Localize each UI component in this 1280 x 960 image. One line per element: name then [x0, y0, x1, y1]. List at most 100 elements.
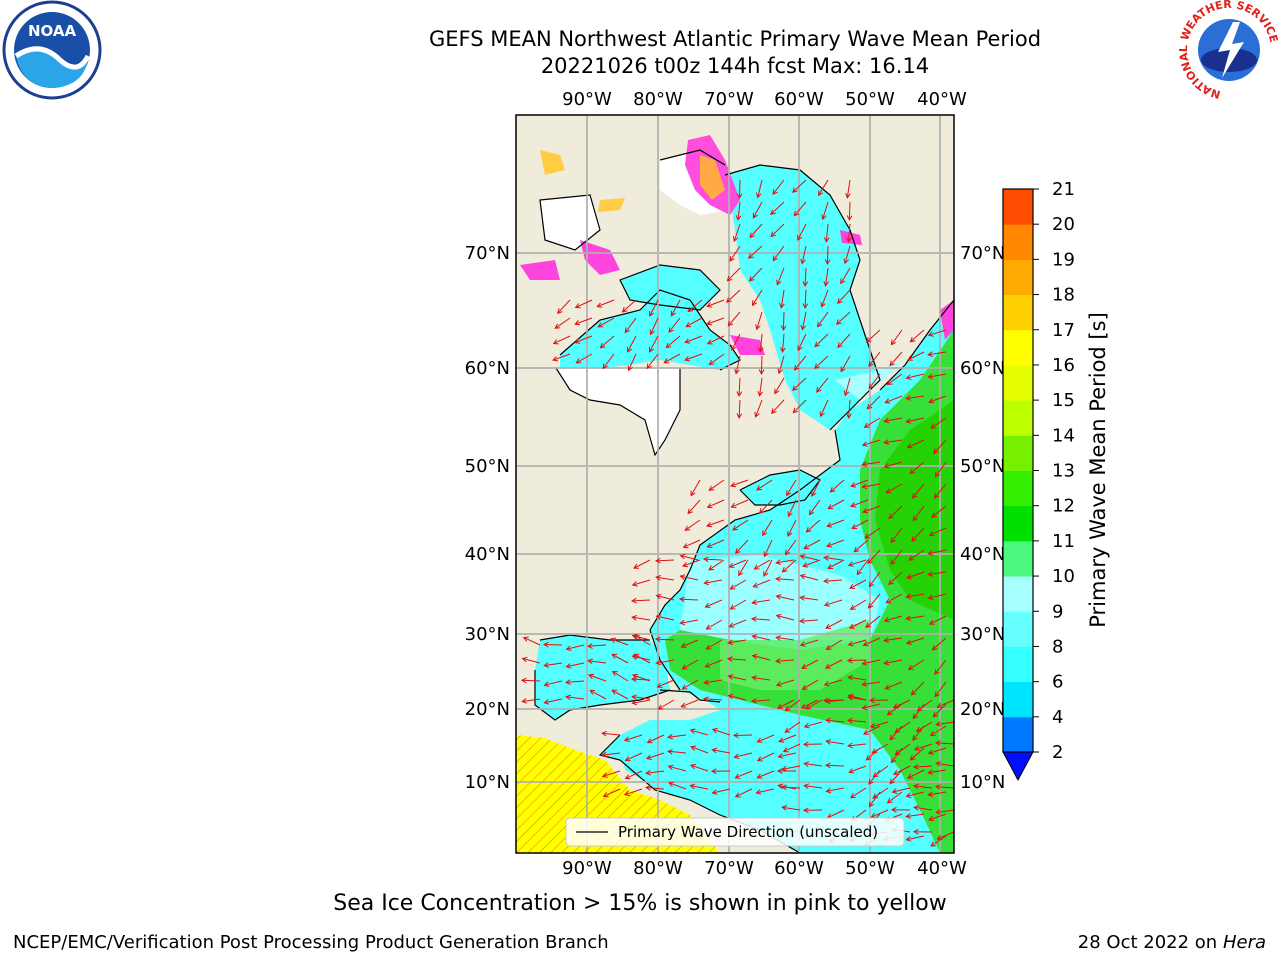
wave-arrow: [750, 698, 771, 704]
wave-arrow: [730, 499, 749, 508]
colorbar-segment: [1003, 681, 1033, 718]
colorbar-segment: [1003, 611, 1033, 647]
lon-tick-top: 50°W: [845, 89, 895, 110]
wave-arrow: [927, 571, 947, 577]
colorbar-segment: [1003, 716, 1033, 753]
wave-arrow: [849, 579, 867, 589]
wave-arrow: [543, 662, 563, 668]
wave-arrow: [730, 479, 749, 488]
wave-arrow: [848, 765, 867, 774]
lat-tick-left: 50°N: [465, 456, 510, 477]
wave-arrow: [752, 201, 763, 219]
wave-direction-arrows: [520, 179, 954, 847]
wave-arrow: [886, 703, 903, 716]
wave-arrow: [703, 579, 723, 586]
wave-arrow: [587, 658, 607, 665]
wave-arrow: [847, 639, 867, 647]
wave-arrow: [883, 439, 903, 445]
wave-arrow: [890, 329, 903, 346]
map-layers: [516, 115, 954, 853]
wave-arrow: [687, 299, 703, 313]
wave-arrow: [827, 499, 845, 510]
lat-tick-right: 60°N: [960, 358, 1005, 379]
wave-arrow: [868, 697, 889, 704]
wave-arrow: [521, 656, 541, 664]
wave-arrow: [792, 399, 807, 414]
lon-tick-top: 40°W: [917, 89, 967, 110]
wave-arrow: [706, 519, 725, 528]
wave-arrow: [667, 748, 687, 755]
wave-arrow: [728, 559, 747, 568]
wave-arrow: [770, 223, 785, 238]
wave-arrow: [542, 641, 563, 648]
wave-arrow: [856, 559, 869, 576]
wave-arrow: [711, 727, 731, 736]
wave-arrow: [803, 783, 823, 789]
footer-date: 28 Oct 2022 on Hera: [1078, 932, 1266, 953]
wave-arrow: [825, 787, 845, 794]
lat-tick-right: 30°N: [960, 624, 1005, 645]
wave-arrow: [865, 329, 881, 343]
wave-arrow: [711, 747, 731, 754]
wave-arrow: [565, 679, 585, 685]
wave-arrow: [817, 311, 829, 328]
wave-arrow: [883, 417, 903, 424]
wave-arrow: [623, 788, 643, 797]
wave-arrow: [705, 639, 723, 650]
wave-arrow: [586, 643, 607, 649]
wave-arrow: [649, 299, 659, 317]
wave-arrow: [627, 335, 637, 353]
wave-arrow: [909, 747, 925, 761]
wave-arrow: [784, 539, 797, 556]
wave-arrow: [865, 615, 881, 628]
wave-arrow: [780, 333, 786, 353]
wave-arrow: [892, 699, 911, 709]
wave-arrow: [802, 267, 809, 288]
colorbar-tick-label: 10: [1052, 566, 1075, 587]
wave-arrow: [872, 787, 889, 799]
wave-arrow: [847, 559, 867, 567]
wave-arrow: [908, 549, 925, 561]
colorbar-tick-label: 12: [1052, 496, 1075, 517]
wave-arrow: [824, 245, 831, 266]
wave-arrow: [803, 761, 823, 767]
wave-arrow: [861, 659, 881, 666]
wave-arrow: [649, 317, 659, 336]
sea-ice-3: [520, 260, 560, 280]
sea-ice-5: [840, 230, 862, 245]
lat-tick-right: 50°N: [960, 456, 1005, 477]
wave-arrow: [936, 699, 954, 708]
wave-arrow: [611, 689, 629, 700]
wave-arrow: [736, 399, 743, 420]
wave-arrow: [770, 201, 785, 216]
wave-arrow: [681, 679, 699, 690]
wave-arrow: [565, 662, 585, 669]
wave-arrow: [934, 461, 947, 478]
wave-arrow: [862, 725, 881, 735]
caribbean-sea: [620, 730, 810, 790]
wave-arrow: [861, 681, 881, 687]
lat-tick-left: 40°N: [465, 544, 510, 565]
wave-arrow: [868, 571, 881, 588]
wave-arrow: [927, 549, 947, 556]
wave-arrow: [624, 317, 637, 334]
wave-arrow: [646, 734, 665, 744]
wave-arrow: [734, 788, 753, 798]
wave-arrow: [869, 721, 889, 729]
lat-tick-right: 40°N: [960, 544, 1005, 565]
wave-arrow: [912, 505, 925, 522]
nws-logo: NATIONAL WEATHER SERVICE: [1178, 0, 1280, 100]
wave-arrow: [927, 791, 947, 798]
map-frame: [515, 114, 955, 854]
wave-arrow: [883, 659, 903, 666]
wave-arrow: [749, 223, 763, 239]
wave-arrow: [861, 703, 881, 711]
wave-arrow: [655, 575, 675, 581]
wave-arrow: [624, 770, 643, 780]
wave-arrow: [884, 681, 903, 690]
wave-arrow: [825, 639, 843, 650]
axis-labels: 90°W 80°W 70°W 60°W 50°W 40°W 90°W 80°W …: [465, 89, 1006, 879]
lon-tick-bottom: 60°W: [774, 858, 824, 879]
footer-credit: NCEP/EMC/Verification Post Processing Pr…: [13, 932, 609, 953]
wave-arrow: [776, 267, 785, 286]
